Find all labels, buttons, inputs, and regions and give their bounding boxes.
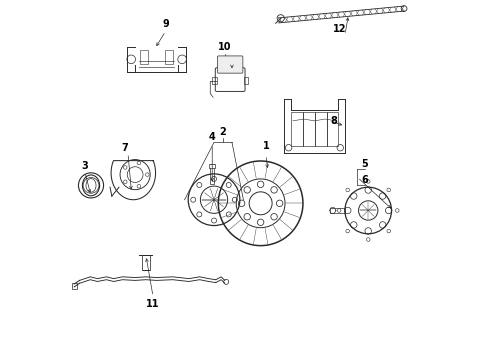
Bar (142, 255, 150, 270)
Text: 3: 3 (81, 161, 88, 171)
Text: 1: 1 (262, 141, 269, 151)
Bar (210, 164, 214, 184)
Bar (243, 77, 247, 84)
Text: 9: 9 (162, 19, 169, 29)
Text: 2: 2 (219, 127, 226, 136)
Text: 7: 7 (121, 143, 127, 153)
Bar (140, 50, 148, 64)
Bar (326, 112, 338, 146)
Text: 4: 4 (208, 132, 215, 142)
Text: 6: 6 (361, 175, 367, 185)
Bar (212, 77, 216, 84)
Bar (290, 112, 303, 146)
Text: 11: 11 (146, 299, 160, 309)
Text: 5: 5 (361, 159, 367, 169)
Bar (208, 164, 215, 168)
Bar (314, 112, 326, 146)
Bar (303, 112, 314, 146)
Text: 8: 8 (330, 116, 337, 126)
Bar (329, 208, 344, 213)
Bar (72, 283, 77, 289)
FancyBboxPatch shape (217, 56, 243, 73)
Bar (164, 50, 173, 64)
Text: 12: 12 (332, 24, 346, 34)
Text: 10: 10 (218, 42, 231, 52)
